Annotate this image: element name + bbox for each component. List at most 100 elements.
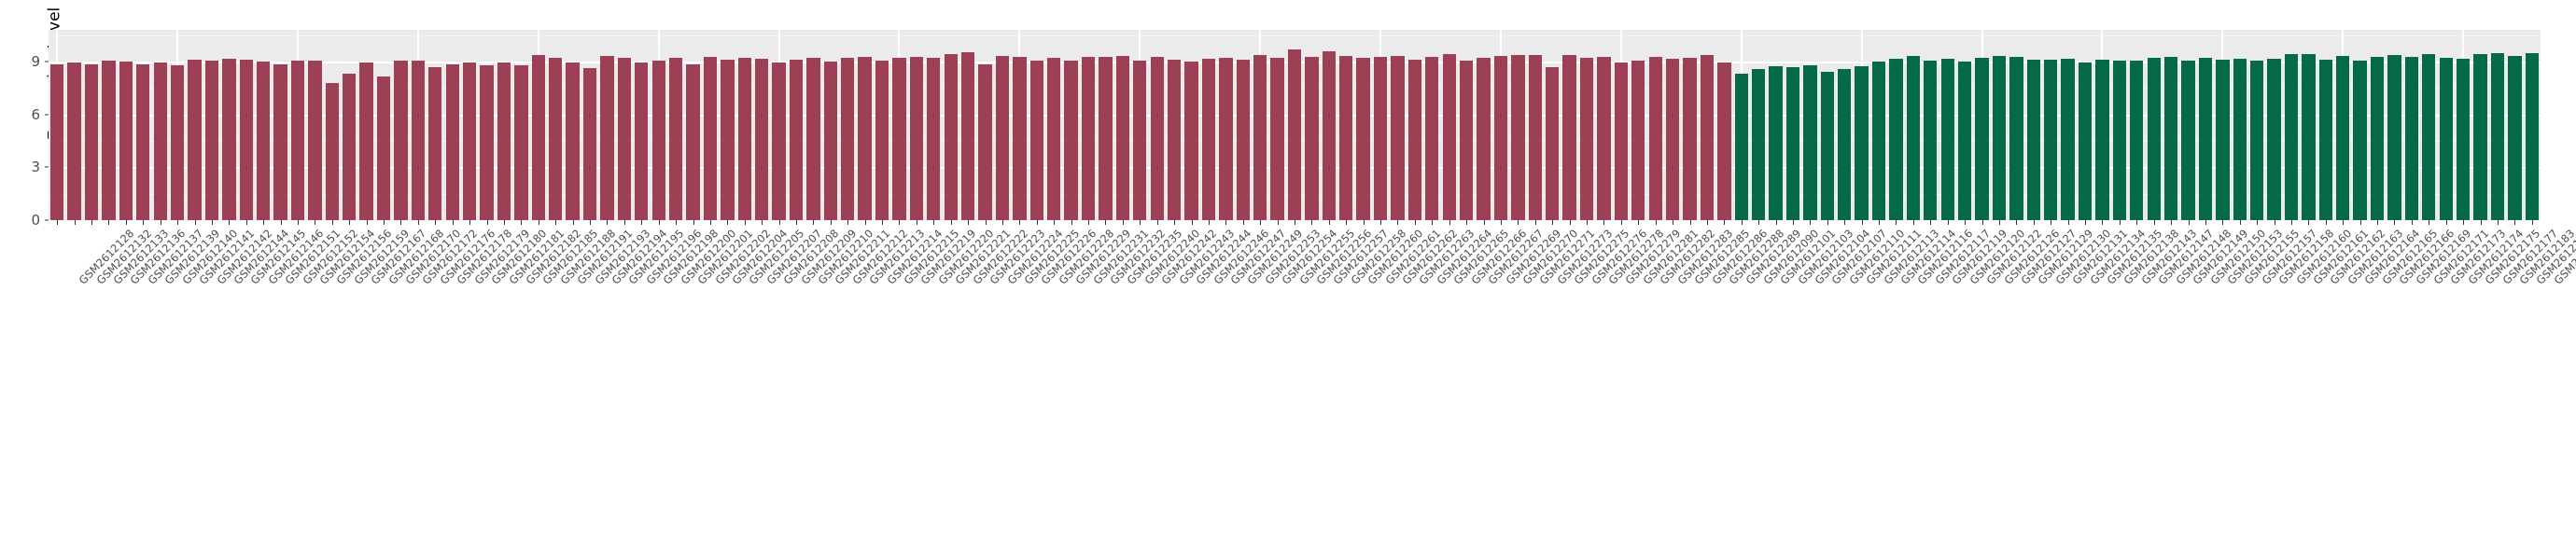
x-axis-tick-mark: [2359, 220, 2361, 225]
bar: [858, 56, 872, 220]
bar: [2181, 61, 2195, 220]
x-axis-tick-mark: [177, 220, 179, 225]
bar: [686, 64, 700, 220]
x-axis-tick-mark: [1569, 220, 1571, 225]
bar: [1184, 62, 1198, 220]
bar: [1820, 71, 1834, 220]
x-axis-tick-mark: [2308, 220, 2310, 225]
bar: [2284, 54, 2299, 220]
x-axis-tick-mark: [2222, 220, 2224, 225]
bar: [119, 62, 133, 220]
bar: [325, 83, 339, 220]
bar: [497, 62, 511, 220]
x-axis-tick-mark: [882, 220, 884, 225]
bar: [531, 55, 545, 220]
x-axis-tick-mark: [2514, 220, 2516, 225]
bar: [1270, 58, 1284, 220]
bar: [2078, 62, 2093, 220]
x-axis-tick-mark: [1054, 220, 1056, 225]
bar: [1855, 65, 1869, 220]
bar: [1546, 67, 1560, 220]
bar: [1871, 61, 1886, 220]
x-axis-tick-mark: [400, 220, 402, 225]
bar: [2147, 57, 2161, 220]
bar: [721, 60, 735, 220]
x-axis-tick-mark: [2171, 220, 2173, 225]
bar: [394, 61, 408, 220]
x-axis-tick-mark: [968, 220, 970, 225]
x-axis-tick-mark: [1518, 220, 1519, 225]
x-axis-tick-mark: [469, 220, 471, 225]
bar: [2370, 56, 2385, 220]
x-axis-tick-mark: [1036, 220, 1038, 225]
bar: [1924, 60, 1938, 220]
x-axis-tick-mark: [1724, 220, 1726, 225]
x-axis-tick-mark: [1277, 220, 1279, 225]
x-axis-tick-mark: [57, 220, 59, 225]
bar: [1493, 56, 1508, 220]
bar: [1373, 57, 1388, 220]
bar: [1322, 51, 1336, 220]
x-axis-tick-mark: [744, 220, 746, 225]
x-axis-tick-mark: [1328, 220, 1330, 225]
bar: [343, 74, 357, 220]
bar: [188, 59, 202, 220]
grid-line-minor: [49, 35, 2541, 36]
bar: [308, 61, 322, 220]
x-axis-tick-mark: [2153, 220, 2155, 225]
bar: [2473, 53, 2487, 220]
x-axis-tick-mark: [555, 220, 557, 225]
bar: [1597, 57, 1611, 220]
bar: [462, 62, 477, 220]
bar: [978, 63, 992, 220]
bar: [376, 76, 391, 220]
bar: [1047, 58, 1061, 220]
bar: [204, 61, 219, 220]
bar: [1425, 57, 1439, 220]
x-axis-tick-mark: [796, 220, 797, 225]
y-axis-tick-label: 0: [31, 212, 40, 229]
bar: [1477, 58, 1491, 220]
bar: [1700, 55, 1715, 220]
bar: [1356, 57, 1370, 220]
x-axis-tick-mark: [2291, 220, 2292, 225]
x-axis-tick-mark: [1105, 220, 1107, 225]
bar: [2267, 58, 2281, 220]
x-axis-tick-mark: [778, 220, 780, 225]
bar: [703, 56, 718, 220]
bar: [1201, 58, 1216, 220]
x-axis-tick-mark: [1793, 220, 1794, 225]
bar: [50, 63, 64, 220]
x-axis-tick-mark: [384, 220, 385, 225]
bar: [1219, 57, 1233, 220]
bar: [1253, 54, 1267, 220]
bar: [2044, 59, 2058, 220]
bar: [1717, 62, 1731, 220]
plot-panel: [49, 30, 2541, 222]
bar: [1803, 64, 1817, 220]
bar: [428, 66, 442, 220]
bar: [1665, 58, 1680, 220]
bar: [841, 57, 855, 220]
bar: [445, 64, 459, 220]
bar: [1099, 57, 1113, 220]
bar: [2302, 54, 2316, 220]
bar: [2009, 57, 2023, 220]
bar: [514, 65, 528, 220]
bar: [1115, 56, 1130, 220]
x-axis-tick-mark: [2377, 220, 2379, 225]
x-axis-tick-mark: [709, 220, 711, 225]
bar: [754, 58, 769, 220]
bar: [806, 57, 820, 220]
bar: [480, 64, 494, 220]
bar: [102, 60, 116, 220]
bar: [2233, 58, 2247, 220]
x-axis-tick-mark: [1071, 220, 1072, 225]
x-axis-tick-mark: [2102, 220, 2104, 225]
x-axis-tick-mark: [2257, 220, 2259, 225]
x-axis-tick-mark: [229, 220, 231, 225]
x-axis-tick-mark: [1930, 220, 1932, 225]
bar: [2404, 57, 2419, 220]
x-axis-tick-mark: [298, 220, 299, 225]
